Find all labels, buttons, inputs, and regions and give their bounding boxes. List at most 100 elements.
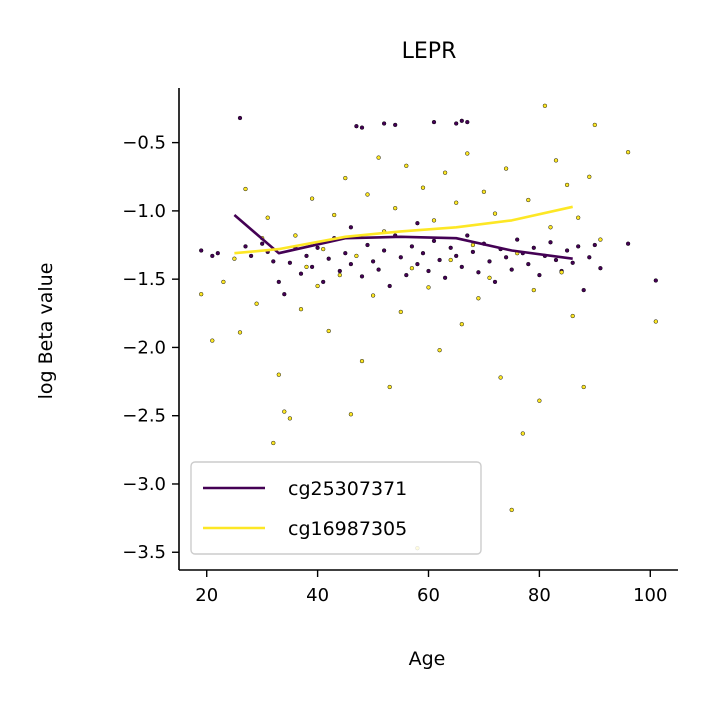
- data-point-cg25307371-63: [526, 261, 531, 267]
- legend-label-cg16987305: cg16987305: [288, 518, 407, 540]
- data-point-cg16987305-68: [598, 237, 603, 242]
- data-point-cg25307371-44: [437, 257, 442, 263]
- data-point-cg25307371-22: [348, 261, 354, 267]
- data-point-cg25307371-41: [426, 268, 431, 274]
- data-point-cg16987305-15: [304, 264, 309, 270]
- data-point-cg25307371-39: [415, 221, 420, 226]
- data-point-cg16987305-66: [587, 174, 592, 179]
- data-point-cg25307371-53: [470, 249, 476, 255]
- data-point-cg25307371-46: [448, 245, 453, 250]
- trend-line-cg16987305: [234, 205, 573, 255]
- data-point-cg25307371-68: [553, 257, 559, 263]
- data-point-cg16987305-27: [370, 293, 376, 298]
- data-point-cg16987305-40: [442, 170, 448, 175]
- data-point-cg25307371-16: [315, 245, 320, 250]
- data-point-cg16987305-14: [298, 307, 304, 312]
- data-point-cg16987305-61: [559, 270, 564, 275]
- data-point-cg25307371-75: [592, 242, 597, 248]
- data-point-cg16987305-37: [426, 285, 431, 290]
- data-point-cg25307371-13: [298, 271, 304, 276]
- data-point-cg16987305-13: [293, 233, 298, 238]
- data-point-cg16987305-31: [393, 206, 398, 211]
- data-point-cg16987305-9: [271, 440, 276, 446]
- data-point-cg16987305-45: [470, 242, 476, 248]
- data-point-cg16987305-43: [459, 322, 464, 327]
- data-point-cg25307371-74: [587, 255, 592, 260]
- data-point-cg25307371-11: [287, 260, 293, 265]
- data-point-cg16987305-39: [437, 348, 442, 353]
- data-point-cg25307371-54: [476, 270, 481, 275]
- y-axis-label: log Beta value: [35, 263, 57, 400]
- data-point-cg25307371-64: [531, 245, 536, 250]
- data-point-cg25307371-57: [492, 279, 498, 285]
- data-point-cg16987305-62: [564, 182, 570, 188]
- data-point-cg25307371-42: [431, 119, 437, 125]
- data-point-cg25307371-26: [359, 274, 365, 279]
- data-point-cg16987305-59: [548, 225, 553, 230]
- data-point-cg25307371-35: [398, 255, 403, 260]
- data-point-cg25307371-40: [420, 251, 426, 256]
- data-point-cg25307371-18: [326, 256, 331, 261]
- data-point-cg16987305-25: [359, 358, 365, 364]
- data-point-cg16987305-47: [481, 189, 487, 194]
- data-point-cg16987305-0: [199, 292, 204, 297]
- data-point-cg16987305-67: [592, 122, 597, 128]
- chart-title: LEPR: [402, 39, 457, 64]
- data-point-cg25307371-78: [653, 278, 658, 283]
- data-point-cg16987305-21: [337, 272, 342, 278]
- data-point-cg16987305-34: [409, 266, 415, 271]
- data-point-cg25307371-73: [581, 287, 586, 293]
- data-point-cg16987305-6: [254, 301, 259, 306]
- data-point-cg16987305-16: [309, 196, 315, 201]
- data-point-cg16987305-52: [509, 507, 514, 513]
- data-point-cg25307371-31: [381, 121, 387, 126]
- legend: cg25307371 cg16987305: [190, 461, 482, 555]
- data-point-cg16987305-26: [365, 192, 370, 197]
- data-point-cg16987305-17: [315, 283, 320, 289]
- data-point-cg25307371-3: [237, 115, 243, 121]
- data-point-cg16987305-65: [581, 384, 586, 390]
- data-point-cg16987305-63: [570, 313, 575, 319]
- legend-box: [190, 461, 482, 555]
- data-point-cg16987305-4: [237, 330, 243, 335]
- data-point-cg16987305-58: [542, 103, 548, 108]
- y-tick-label-2: −2.5: [122, 406, 166, 427]
- data-point-cg25307371-5: [248, 253, 254, 259]
- data-point-cg16987305-22: [343, 175, 348, 181]
- x-axis-label: Age: [409, 648, 446, 670]
- x-tick-label-80: 80: [528, 585, 551, 606]
- data-point-cg16987305-28: [376, 155, 381, 160]
- x-tick-label-20: 20: [195, 585, 218, 606]
- data-point-cg25307371-56: [487, 259, 492, 264]
- data-point-cg16987305-24: [354, 253, 359, 259]
- data-point-cg25307371-59: [503, 255, 509, 260]
- data-point-cg16987305-70: [653, 319, 658, 324]
- data-point-cg25307371-23: [348, 225, 354, 230]
- data-point-cg16987305-8: [265, 215, 270, 220]
- data-point-cg16987305-41: [448, 257, 453, 263]
- data-point-cg25307371-8: [271, 259, 276, 264]
- data-point-cg25307371-65: [537, 272, 542, 278]
- data-point-cg25307371-15: [309, 264, 315, 270]
- data-point-cg25307371-48: [454, 253, 459, 259]
- data-point-cg25307371-30: [381, 248, 387, 253]
- data-point-cg25307371-76: [598, 266, 603, 271]
- data-point-cg25307371-24: [354, 124, 359, 129]
- data-point-cg25307371-21: [343, 251, 348, 256]
- y-tick-label-1: −3.0: [122, 474, 166, 495]
- data-point-cg16987305-46: [476, 296, 481, 301]
- y-tick-label-5: −1.0: [122, 201, 166, 222]
- data-point-cg25307371-10: [282, 292, 287, 297]
- data-point-cg25307371-25: [359, 125, 365, 130]
- data-point-cg16987305-1: [210, 338, 215, 343]
- data-point-cg16987305-18: [321, 246, 326, 252]
- data-point-cg16987305-56: [531, 287, 536, 293]
- data-point-cg16987305-48: [487, 275, 492, 280]
- y-tick-label-4: −1.5: [122, 269, 166, 290]
- data-point-cg25307371-28: [370, 259, 376, 264]
- y-tick-label-6: −0.5: [122, 133, 166, 154]
- data-point-cg25307371-6: [260, 241, 265, 246]
- data-point-cg25307371-33: [393, 122, 398, 128]
- points-layer: [199, 103, 658, 551]
